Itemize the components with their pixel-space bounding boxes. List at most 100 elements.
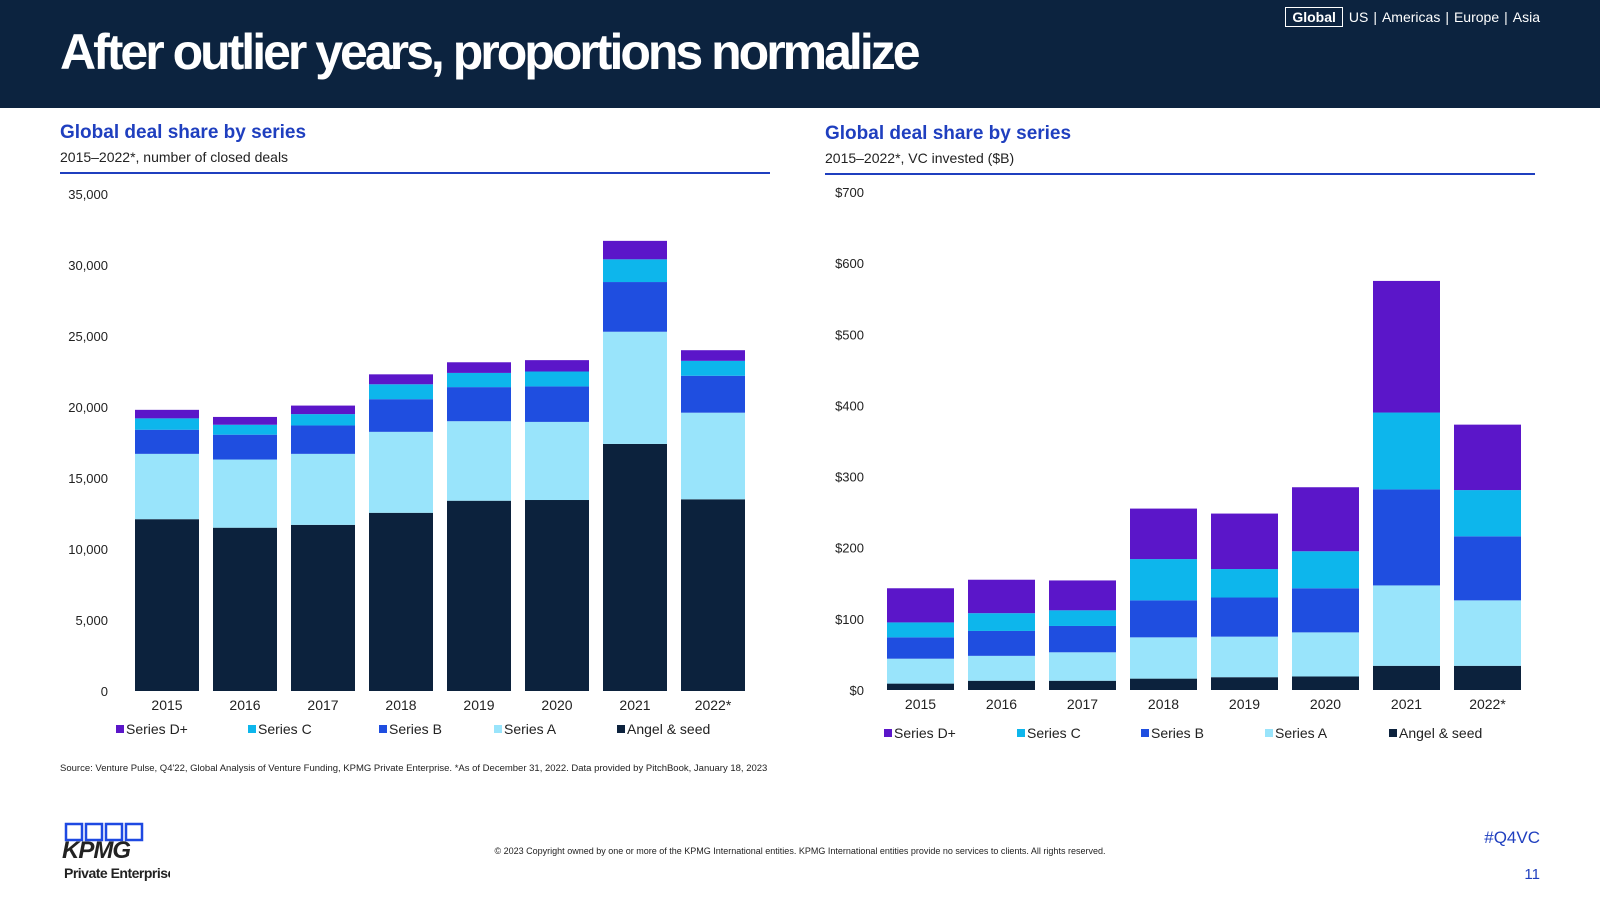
right-legend-label-series-d: Series D+ bbox=[894, 725, 956, 741]
right-bar-series-c-2022 bbox=[1454, 490, 1521, 537]
left-x-tick-label: 2015 bbox=[151, 697, 182, 713]
left-bar-series-c-2017 bbox=[291, 414, 355, 426]
right-bar-series-d-2022 bbox=[1454, 424, 1521, 491]
region-nav: Global US | Americas | Europe | Asia bbox=[1285, 7, 1540, 27]
right-x-tick-label: 2018 bbox=[1148, 696, 1179, 712]
logo-subtitle: Private Enterprise bbox=[64, 865, 170, 881]
right-y-tick-label: $400 bbox=[835, 398, 864, 413]
left-bar-series-c-2019 bbox=[447, 372, 511, 388]
page-title: After outlier years, proportions normali… bbox=[60, 24, 921, 80]
left-legend-swatch-series-a bbox=[494, 725, 502, 733]
left-legend-label-series-a: Series A bbox=[504, 721, 557, 737]
right-bar-angel-seed-2016 bbox=[968, 680, 1035, 690]
logo-wordmark: KPMG bbox=[62, 837, 130, 864]
region-separator: | bbox=[1445, 9, 1449, 25]
left-y-tick-label: 0 bbox=[101, 684, 108, 699]
right-y-tick-label: $700 bbox=[835, 185, 864, 200]
left-x-tick-label: 2022* bbox=[695, 697, 732, 713]
right-y-tick-label: $600 bbox=[835, 256, 864, 271]
left-legend-label-angel-seed: Angel & seed bbox=[627, 721, 710, 737]
right-y-tick-label: $100 bbox=[835, 612, 864, 627]
right-x-tick-label: 2022* bbox=[1469, 696, 1506, 712]
right-bar-series-d-2017 bbox=[1049, 580, 1116, 611]
right-x-tick-label: 2021 bbox=[1391, 696, 1422, 712]
left-title-rule bbox=[60, 172, 770, 174]
right-bar-series-b-2021 bbox=[1373, 489, 1440, 586]
left-bar-series-d-2016 bbox=[213, 416, 277, 425]
region-tab-europe[interactable]: Europe bbox=[1453, 9, 1500, 25]
left-bar-angel-seed-2022 bbox=[681, 499, 745, 691]
left-bar-series-d-2019 bbox=[447, 362, 511, 373]
right-bar-series-a-2021 bbox=[1373, 585, 1440, 666]
right-bar-series-a-2018 bbox=[1130, 637, 1197, 679]
left-bar-series-a-2020 bbox=[525, 421, 589, 501]
right-x-tick-label: 2017 bbox=[1067, 696, 1098, 712]
right-y-tick-label: $300 bbox=[835, 470, 864, 485]
left-bar-series-a-2015 bbox=[135, 453, 199, 520]
left-legend-swatch-series-c bbox=[248, 725, 256, 733]
left-bar-series-c-2015 bbox=[135, 418, 199, 430]
left-bar-series-d-2021 bbox=[603, 240, 667, 260]
right-bar-series-d-2020 bbox=[1292, 487, 1359, 552]
right-chart-title: Global deal share by series bbox=[825, 123, 1072, 144]
region-tab-asia[interactable]: Asia bbox=[1512, 9, 1540, 25]
right-bar-angel-seed-2018 bbox=[1130, 678, 1197, 690]
left-bar-series-a-2021 bbox=[603, 331, 667, 444]
right-bar-series-b-2022 bbox=[1454, 536, 1521, 601]
source-note: Source: Venture Pulse, Q4'22, Global Ana… bbox=[60, 763, 768, 774]
right-legend-swatch-series-b bbox=[1141, 729, 1149, 737]
right-bar-angel-seed-2015 bbox=[887, 683, 954, 690]
left-bar-series-b-2015 bbox=[135, 429, 199, 454]
right-bar-series-a-2022 bbox=[1454, 600, 1521, 666]
left-bar-angel-seed-2015 bbox=[135, 519, 199, 691]
left-legend-swatch-angel-seed bbox=[617, 725, 625, 733]
left-bar-series-b-2019 bbox=[447, 387, 511, 422]
left-y-tick-label: 5,000 bbox=[75, 613, 108, 628]
left-bar-angel-seed-2018 bbox=[369, 512, 433, 691]
left-y-tick-label: 20,000 bbox=[68, 400, 108, 415]
right-x-tick-label: 2020 bbox=[1310, 696, 1341, 712]
right-bar-angel-seed-2019 bbox=[1211, 677, 1278, 690]
left-bar-series-d-2017 bbox=[291, 405, 355, 415]
left-bar-series-b-2022 bbox=[681, 375, 745, 413]
left-legend-swatch-series-b bbox=[379, 725, 387, 733]
left-chart-title: Global deal share by series bbox=[60, 122, 307, 143]
region-tab-us[interactable]: US bbox=[1348, 9, 1369, 25]
right-title-rule bbox=[825, 173, 1535, 175]
left-x-tick-label: 2019 bbox=[463, 697, 494, 713]
right-bar-series-d-2016 bbox=[968, 579, 1035, 614]
right-legend-label-series-b: Series B bbox=[1151, 725, 1204, 741]
left-legend-label-series-b: Series B bbox=[389, 721, 442, 737]
right-legend-swatch-series-c bbox=[1017, 729, 1025, 737]
right-legend-swatch-series-a bbox=[1265, 729, 1273, 737]
region-tab-global[interactable]: Global bbox=[1285, 7, 1343, 27]
right-y-tick-label: $500 bbox=[835, 327, 864, 342]
right-bar-series-a-2019 bbox=[1211, 636, 1278, 678]
right-bar-series-c-2017 bbox=[1049, 610, 1116, 626]
left-bar-series-b-2018 bbox=[369, 399, 433, 432]
right-bar-series-a-2017 bbox=[1049, 652, 1116, 681]
right-bar-series-d-2019 bbox=[1211, 513, 1278, 570]
right-y-tick-label: $200 bbox=[835, 541, 864, 556]
kpmg-logo: KPMG Private Enterprise bbox=[60, 822, 176, 887]
left-bar-series-b-2016 bbox=[213, 434, 277, 460]
right-x-tick-label: 2019 bbox=[1229, 696, 1260, 712]
header-bar: After outlier years, proportions normali… bbox=[0, 0, 1600, 108]
right-bar-angel-seed-2022 bbox=[1454, 665, 1521, 690]
left-legend-swatch-series-d bbox=[116, 725, 124, 733]
left-bar-angel-seed-2019 bbox=[447, 500, 511, 691]
left-bar-series-d-2018 bbox=[369, 374, 433, 385]
right-bar-series-a-2020 bbox=[1292, 632, 1359, 677]
left-bar-series-a-2019 bbox=[447, 421, 511, 501]
region-separator: | bbox=[1373, 9, 1377, 25]
right-legend-label-series-c: Series C bbox=[1027, 725, 1081, 741]
region-tab-americas[interactable]: Americas bbox=[1381, 9, 1441, 25]
left-x-tick-label: 2021 bbox=[619, 697, 650, 713]
left-legend-label-series-d: Series D+ bbox=[126, 721, 188, 737]
right-legend-swatch-series-d bbox=[884, 729, 892, 737]
left-bar-angel-seed-2021 bbox=[603, 443, 667, 691]
left-y-tick-label: 10,000 bbox=[68, 542, 108, 557]
right-legend-label-series-a: Series A bbox=[1275, 725, 1328, 741]
left-bar-angel-seed-2017 bbox=[291, 524, 355, 691]
left-bar-series-a-2018 bbox=[369, 431, 433, 513]
